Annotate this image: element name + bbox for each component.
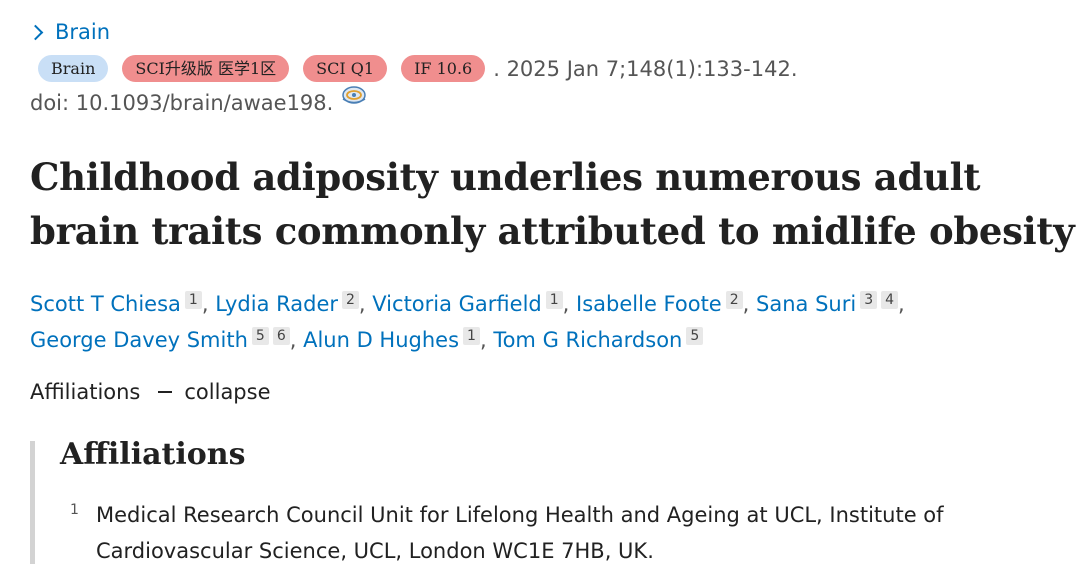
affiliation-text: Medical Research Council Unit for Lifelo…: [96, 497, 976, 569]
author-link[interactable]: Alun D Hughes: [303, 328, 460, 352]
affiliation-ref[interactable]: 1: [545, 291, 563, 309]
author-item: Victoria Garfield 1: [372, 291, 563, 316]
affiliations-panel: Affiliations 1 Medical Research Council …: [30, 437, 1075, 564]
affiliations-toggle[interactable]: Affiliations collapse: [30, 380, 271, 404]
author-link[interactable]: Isabelle Foote: [576, 292, 722, 316]
affiliation-ref[interactable]: 2: [725, 291, 743, 309]
affiliation-ref[interactable]: 3: [860, 291, 878, 309]
badge-row: Brain SCI升级版 医学1区 SCI Q1 IF 10.6 . 2025 …: [38, 55, 798, 82]
collapse-link[interactable]: collapse: [184, 380, 271, 404]
affiliation-line-1: Medical Research Council Unit for Lifelo…: [96, 503, 944, 527]
affiliations-heading: Affiliations: [60, 437, 246, 472]
rank-badge: SCI升级版 医学1区: [122, 55, 290, 82]
affiliation-ref[interactable]: 5: [686, 327, 704, 345]
impact-factor-badge: IF 10.6: [401, 55, 486, 82]
affiliation-ref[interactable]: 6: [272, 327, 290, 345]
author-item: Scott T Chiesa 1: [30, 291, 202, 316]
doi-row: doi: 10.1093/brain/awae198.: [30, 86, 369, 115]
author-link[interactable]: George Davey Smith: [30, 328, 248, 352]
affiliation-ref[interactable]: 2: [342, 291, 359, 309]
doi-text: doi: 10.1093/brain/awae198.: [30, 91, 334, 115]
minus-icon: [158, 391, 173, 393]
author-list: Scott T Chiesa 1, Lydia Rader 2, Victoria …: [30, 291, 905, 352]
author-item: Sana Suri 3 4: [756, 291, 899, 316]
chevron-right-icon: [27, 24, 44, 41]
journal-name[interactable]: Brain: [55, 20, 111, 44]
affiliation-ref[interactable]: 1: [184, 291, 202, 309]
author-link[interactable]: Victoria Garfield: [372, 292, 542, 316]
author-link[interactable]: Lydia Rader: [215, 292, 338, 316]
author-item: Lydia Rader 2: [215, 291, 359, 316]
article-title: Childhood adiposity underlies numerous a…: [30, 155, 1075, 253]
author-item: Isabelle Foote 2: [576, 291, 743, 316]
author-item: Tom G Richardson 5: [493, 327, 704, 352]
affiliation-ref[interactable]: 5: [251, 327, 269, 345]
affiliation-ref[interactable]: 1: [463, 327, 480, 345]
author-link[interactable]: Sana Suri: [756, 292, 857, 316]
journal-link[interactable]: Brain: [27, 20, 111, 44]
author-item: Alun D Hughes 1: [303, 327, 480, 352]
author-link[interactable]: Tom G Richardson: [493, 328, 683, 352]
affiliations-toggle-label: Affiliations: [30, 380, 141, 404]
open-access-icon[interactable]: [339, 85, 369, 107]
affiliation-line-2: Cardiovascular Science, UCL, London WC1E…: [96, 539, 654, 563]
citation-text: . 2025 Jan 7;148(1):133-142.: [493, 56, 798, 81]
author-link[interactable]: Scott T Chiesa: [30, 292, 181, 316]
quartile-badge: SCI Q1: [303, 55, 388, 82]
journal-badge: Brain: [38, 55, 109, 82]
affiliation-item: 1 Medical Research Council Unit for Life…: [70, 497, 976, 569]
affiliation-ref[interactable]: 4: [881, 291, 899, 309]
affiliation-number: 1: [70, 502, 79, 518]
author-item: George Davey Smith 5 6: [30, 327, 290, 352]
